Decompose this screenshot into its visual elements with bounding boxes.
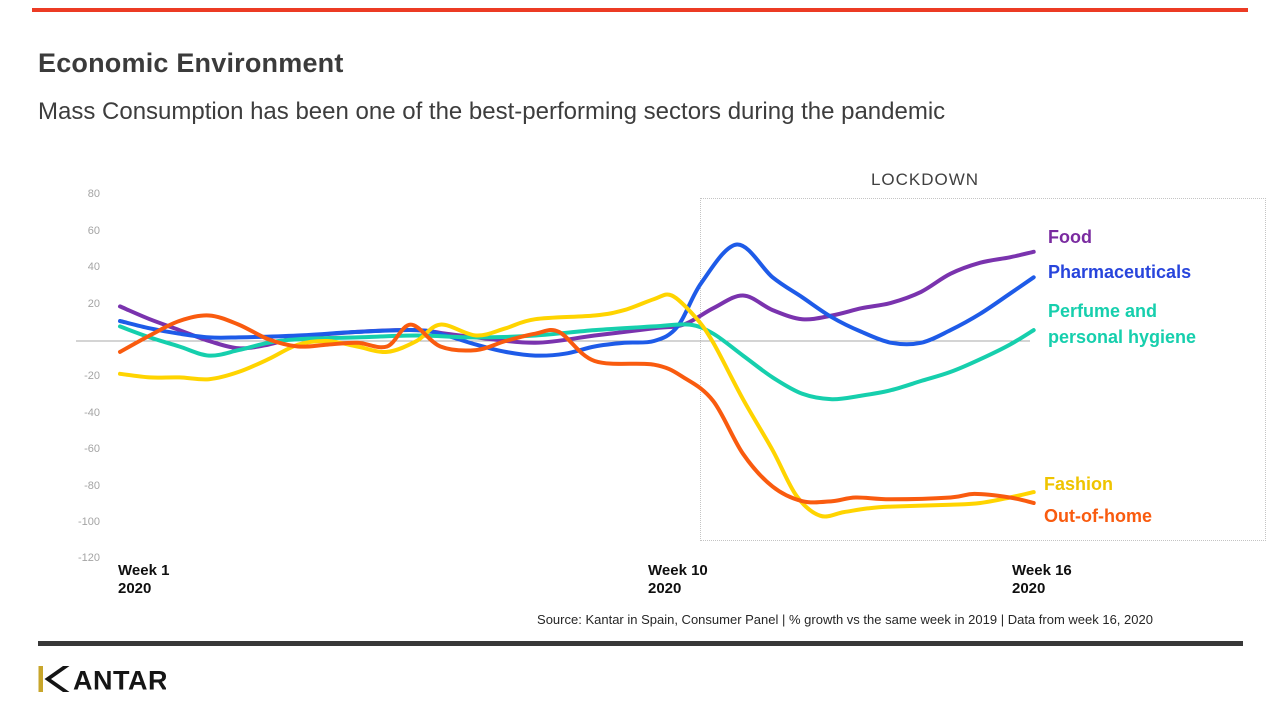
source-note: Source: Kantar in Spain, Consumer Panel … <box>537 612 1153 627</box>
slide-subtitle: Mass Consumption has been one of the bes… <box>38 98 946 125</box>
series-label-out-of-home: Out-of-home <box>1044 506 1152 526</box>
series-line-perfume-and-personal-hygiene <box>118 322 1036 402</box>
lockdown-annotation: LOCKDOWN <box>870 170 980 189</box>
logo-wordmark: ANTAR <box>73 666 166 694</box>
series-line-pharmaceuticals <box>118 242 1036 358</box>
y-tick--40: -40 <box>84 406 100 419</box>
logo-k-chevron <box>44 666 70 692</box>
y-tick--60: -60 <box>84 443 100 456</box>
lockdown-region-box <box>700 198 1266 541</box>
series-line-out-of-home <box>118 313 1036 505</box>
y-tick-20: 20 <box>87 297 100 310</box>
slide-title: Economic Environment <box>38 48 344 78</box>
kantar-logo: ANTAR <box>38 666 166 694</box>
logo-gold-stem <box>38 666 43 692</box>
y-tick-40: 40 <box>87 261 100 274</box>
series-line-fashion <box>118 292 1036 519</box>
y-tick--80: -80 <box>84 479 100 492</box>
series-label-perfume-and-personal-hygiene: Perfume and personal hygiene <box>1048 301 1197 347</box>
top-accent-bar <box>32 8 1248 12</box>
series-label-fashion: Fashion <box>1044 474 1114 494</box>
x-label-week-10: Week 10 2020 <box>648 562 708 597</box>
y-tick-60: 60 <box>87 224 100 237</box>
x-label-week-1: Week 1 2020 <box>118 562 170 597</box>
footer-divider-bar <box>38 641 1243 646</box>
series-label-pharmaceuticals: Pharmaceuticals <box>1048 262 1192 282</box>
y-tick--120: -120 <box>77 552 100 565</box>
y-tick--100: -100 <box>77 516 100 528</box>
series-label-food: Food <box>1048 227 1092 247</box>
x-label-week-16: Week 16 2020 <box>1012 562 1072 597</box>
y-tick--20: -20 <box>84 370 100 383</box>
y-tick-80: 80 <box>87 188 100 201</box>
